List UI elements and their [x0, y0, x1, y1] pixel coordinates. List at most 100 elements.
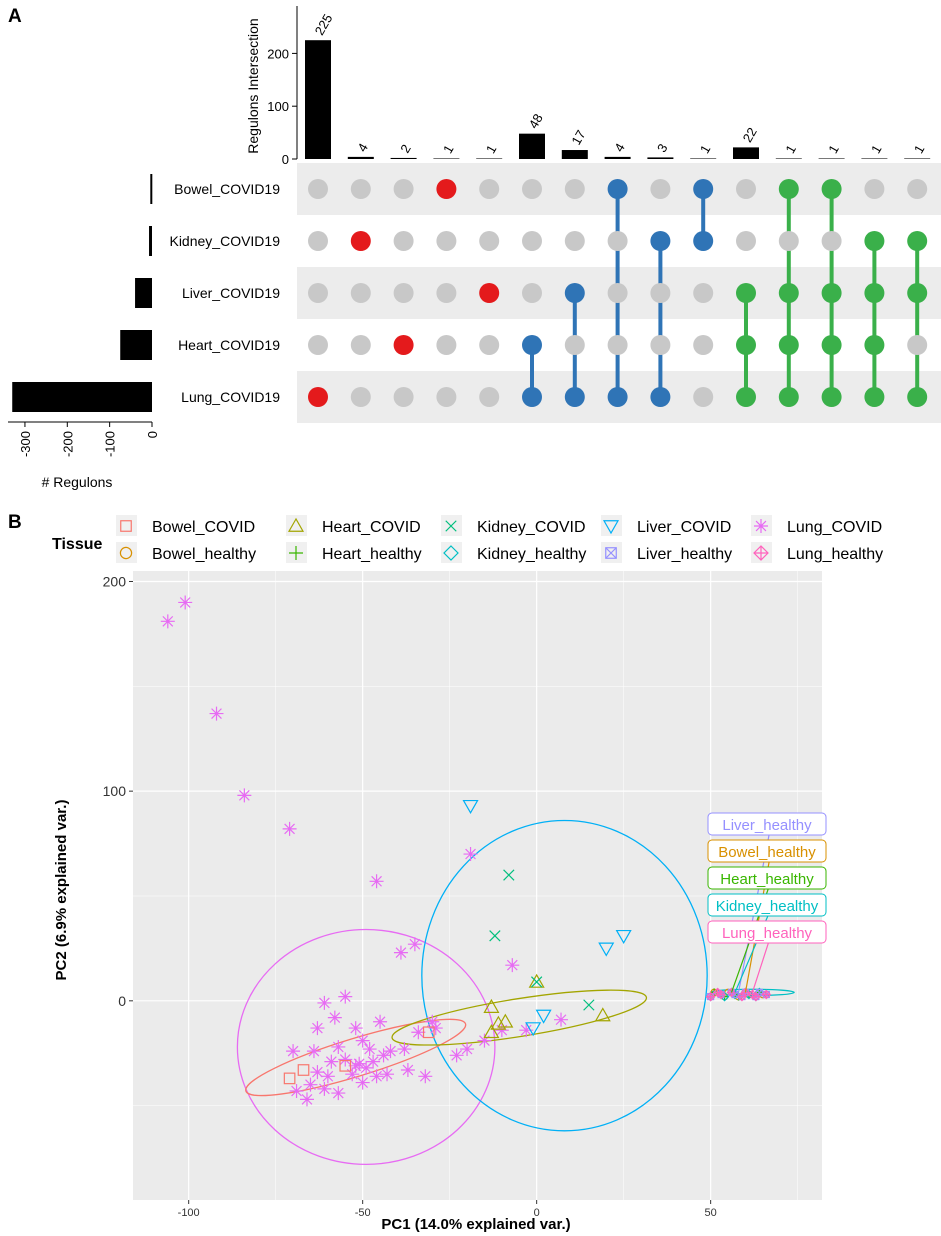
x-tick-label: 50 [705, 1207, 717, 1219]
legend-marker [443, 545, 459, 561]
point-lung-covid [425, 1014, 440, 1029]
matrix-dot-inactive [436, 335, 457, 355]
marker-asterisk [237, 788, 252, 803]
matrix-dot-inactive [393, 179, 414, 199]
data-points [160, 595, 632, 1107]
matrix-dot-active [308, 387, 328, 407]
marker-diamond [443, 545, 459, 561]
marker-asterisk [352, 1056, 367, 1071]
marker-square [297, 1064, 310, 1076]
point-lung-covid [359, 1060, 374, 1075]
marker-asterisk [754, 519, 768, 533]
point-kidney-covid [503, 869, 515, 881]
matrix-dot-active [479, 283, 500, 303]
matrix-dot-active [650, 231, 671, 251]
marker-asterisk [373, 1014, 388, 1029]
matrix-dot-active [436, 179, 457, 199]
marker-asterisk [338, 989, 353, 1004]
matrix-dot-inactive [907, 179, 928, 199]
ellipse-liver-covid [421, 819, 708, 1132]
legend-label: Kidney_healthy [477, 546, 586, 563]
point-lung-healthy [751, 991, 761, 1002]
marker-plus [754, 546, 768, 560]
x-axis-title: PC1 (14.0% explained var.) [381, 1216, 570, 1233]
marker-asterisk [331, 1039, 346, 1054]
panel-a-label: A [8, 6, 22, 27]
legend-marker [289, 546, 303, 560]
matrix-dot-inactive [350, 283, 371, 303]
legend-marker [445, 520, 457, 532]
intersection-value-label: 1 [483, 142, 500, 156]
matrix-dot-active [607, 387, 628, 407]
point-heart-covid [483, 1024, 500, 1039]
point-lung-covid [338, 1052, 353, 1067]
intersection-value-label: 2 [397, 142, 414, 156]
matrix-dot-inactive [308, 335, 328, 355]
x-tick-label: -100 [178, 1207, 200, 1219]
marker-asterisk [554, 1012, 569, 1027]
marker-circle [119, 546, 133, 560]
marker-asterisk [393, 945, 408, 960]
matrix-dot-active [650, 387, 671, 407]
marker-triangle-down [525, 1022, 542, 1037]
annotation-leader [751, 937, 771, 993]
y-tick-label: 200 [103, 573, 127, 589]
marker-asterisk [359, 1060, 374, 1075]
matrix-dot-inactive [650, 335, 671, 355]
matrix-dot-inactive [479, 335, 500, 355]
confidence-ellipses [236, 819, 795, 1166]
matrix-dot-inactive [479, 179, 500, 199]
intersection-bar [690, 158, 717, 159]
intersection-value-label: 4 [354, 141, 371, 155]
annotation-box [707, 839, 827, 863]
point-lung-covid [407, 937, 422, 952]
set-size-bar [150, 174, 153, 204]
intersection-value-label: 1 [825, 142, 842, 156]
intersection-value-label: 1 [697, 142, 714, 156]
matrix-dot-active [864, 335, 885, 355]
matrix-dot-inactive [522, 179, 542, 199]
marker-plus [762, 990, 771, 999]
intersection-bar [861, 158, 888, 159]
point-lung-covid [310, 1065, 325, 1080]
marker-asterisk [362, 1042, 377, 1057]
intersection-value-label: 1 [440, 142, 457, 156]
matrix-dot-inactive [564, 231, 585, 251]
point-lung-healthy [726, 987, 737, 998]
marker-asterisk [477, 1033, 492, 1048]
legend-key-bg [116, 542, 137, 563]
x-tick-label: -50 [355, 1207, 371, 1219]
legend-key-bg [286, 515, 307, 536]
intersection-bar [433, 158, 460, 159]
set-size-bar [149, 226, 152, 256]
matrix-dot-inactive [393, 283, 414, 303]
y-tick-label: 100 [103, 783, 127, 799]
matrix-dot-active [522, 335, 542, 355]
point-lung-covid [428, 1021, 443, 1036]
marker-asterisk [400, 1063, 415, 1078]
x-tick-label: 0 [534, 1207, 540, 1219]
marker-asterisk [355, 1075, 370, 1090]
marker-triangle [490, 1015, 507, 1030]
marker-x [530, 976, 543, 988]
matrix-dot-inactive [308, 179, 328, 199]
marker-square [422, 1026, 435, 1039]
marker-asterisk [348, 1058, 363, 1073]
point-lung-covid [366, 1054, 381, 1069]
matrix-dot-inactive [308, 283, 328, 303]
point-lung-covid [362, 1042, 377, 1057]
point-lung-healthy [716, 989, 726, 1000]
point-lung-covid [397, 1042, 412, 1057]
marker-asterisk [383, 1044, 398, 1059]
intersection-value-label: 22 [740, 125, 760, 145]
point-heart-covid [594, 1007, 611, 1022]
point-lung-covid [393, 945, 408, 960]
marker-asterisk [519, 1023, 534, 1038]
point-lung-covid [369, 874, 384, 889]
set-size-bar [12, 382, 153, 412]
annotation-box [707, 893, 827, 917]
point-lung-covid [505, 958, 520, 973]
matrix-dot-inactive [821, 231, 842, 251]
legend-label: Bowel_healthy [152, 546, 256, 563]
matrix-dot-inactive [350, 387, 371, 407]
